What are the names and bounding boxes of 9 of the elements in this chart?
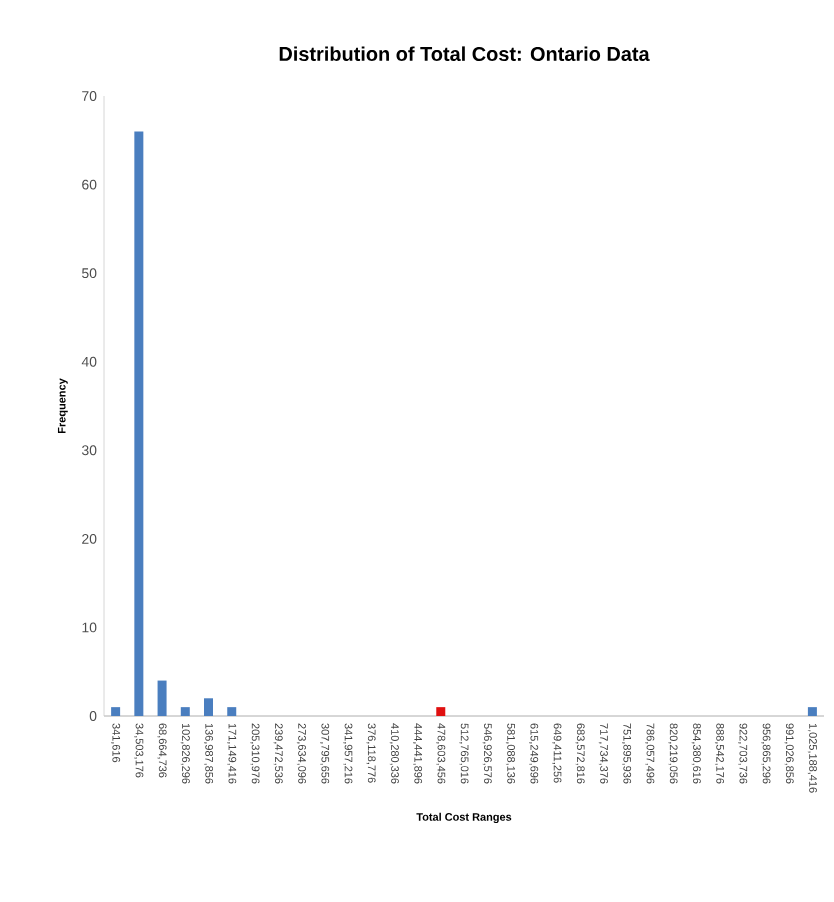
bar (157, 680, 167, 716)
bar (227, 707, 237, 716)
bar (134, 131, 144, 716)
bar (204, 698, 214, 716)
bar (436, 707, 446, 716)
bar (807, 707, 817, 716)
bar (111, 707, 121, 716)
bar (180, 707, 190, 716)
chart-title: Distribution of Total Cost: Ontario Data (279, 46, 650, 62)
